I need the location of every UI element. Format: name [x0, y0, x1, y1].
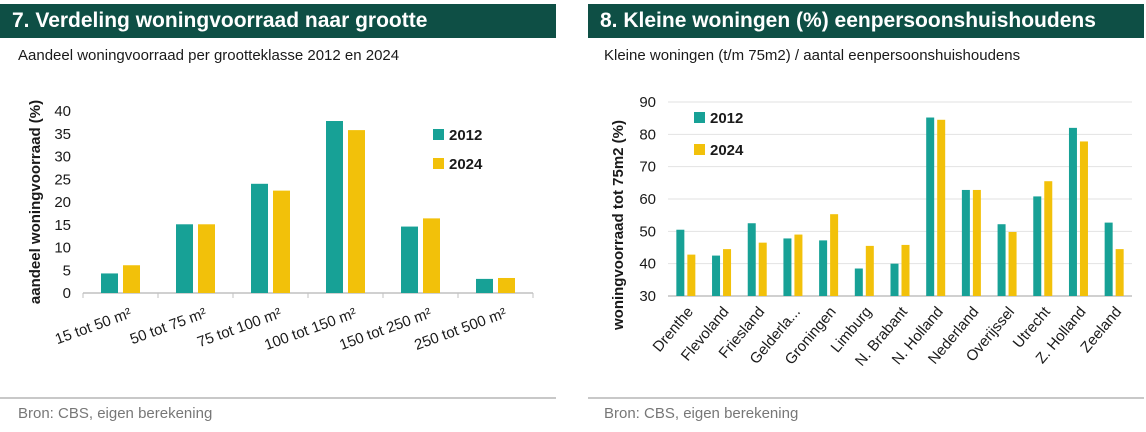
y-axis-title: woningvoorraad tot 75m2 (%) [610, 120, 627, 331]
bar-2024 [198, 224, 215, 293]
y-tick-label: 5 [63, 262, 71, 279]
bar-2012 [676, 229, 685, 296]
bar-2012 [712, 255, 721, 296]
footer-divider [0, 397, 556, 399]
bar-2012 [1033, 196, 1042, 296]
y-tick-label: 60 [639, 191, 656, 208]
bar-2024 [865, 245, 874, 296]
bar-2012 [890, 263, 899, 296]
source-note: Bron: CBS, eigen berekening [18, 405, 213, 422]
bar-2024 [937, 119, 946, 297]
legend-swatch-2012 [433, 129, 444, 140]
chart-title: 7. Verdeling woningvoorraad naar grootte [0, 4, 556, 38]
y-tick-label: 30 [54, 149, 71, 166]
y-tick-label: 15 [54, 217, 71, 234]
bar-2024 [1044, 181, 1053, 296]
bar-2024 [758, 242, 767, 296]
source-note: Bron: CBS, eigen berekening [604, 405, 799, 422]
bar-2024 [794, 234, 803, 296]
y-tick-label: 50 [639, 223, 656, 240]
y-tick-label: 90 [639, 94, 656, 111]
bar-2012 [101, 273, 118, 293]
bar-2012 [783, 238, 792, 296]
footer-divider [588, 397, 1144, 399]
bar-2012 [819, 240, 828, 296]
x-tick-label: 15 tot 50 m² [53, 305, 134, 348]
chart-panel-kleine-woningen: 8. Kleine woningen (%) eenpersoonshuisho… [588, 0, 1144, 432]
bar-2024 [273, 190, 290, 293]
y-tick-label: 35 [54, 126, 71, 143]
y-axis-title: aandeel woningvoorraad (%) [27, 100, 44, 304]
bar-2024 [1115, 249, 1124, 296]
y-tick-label: 70 [639, 159, 656, 176]
legend-swatch-2024 [433, 158, 444, 169]
bar-2012 [1104, 222, 1113, 296]
bar-2024 [723, 249, 732, 296]
y-tick-label: 80 [639, 126, 656, 143]
chart-panel-woningvoorraad: 7. Verdeling woningvoorraad naar grootte… [0, 0, 556, 432]
legend-label-2012: 2012 [449, 127, 482, 144]
y-tick-label: 40 [54, 103, 71, 120]
bar-2024 [972, 189, 981, 296]
bar-2024 [498, 277, 515, 293]
bar-2024 [348, 130, 365, 293]
bar-2012 [176, 224, 193, 293]
legend-swatch-2012 [694, 112, 705, 123]
bar-2024 [423, 218, 440, 293]
bar-2012 [476, 278, 493, 293]
legend-label-2012: 2012 [710, 110, 743, 127]
legend-label-2024: 2024 [710, 142, 744, 159]
bar-2024 [901, 244, 910, 296]
legend-label-2024: 2024 [449, 156, 483, 173]
bar-2012 [961, 189, 970, 296]
y-tick-label: 40 [639, 256, 656, 273]
y-tick-label: 0 [63, 285, 71, 302]
y-tick-label: 30 [639, 288, 656, 305]
bar-2024 [1079, 141, 1088, 296]
y-tick-label: 25 [54, 171, 71, 188]
bar-2012 [747, 223, 756, 296]
bar-2012 [926, 117, 935, 297]
bar-2024 [687, 254, 696, 296]
y-tick-label: 10 [54, 240, 71, 257]
bar-2012 [997, 224, 1006, 296]
bar-2024 [1008, 231, 1017, 296]
bar-2012 [401, 226, 418, 293]
chart-title: 8. Kleine woningen (%) eenpersoonshuisho… [588, 4, 1144, 38]
legend-swatch-2024 [694, 144, 705, 155]
chart-subtitle: Kleine woningen (t/m 75m2) / aantal eenp… [604, 47, 1021, 64]
chart-subtitle: Aandeel woningvoorraad per grootteklasse… [18, 47, 400, 64]
bar-2024 [830, 214, 839, 296]
bar-2024 [123, 265, 140, 293]
bar-2012 [326, 121, 343, 293]
bar-chart-provincies: 30405060708090DrentheFlevolandFrieslandG… [610, 94, 1132, 370]
bar-2012 [854, 268, 863, 296]
y-tick-label: 20 [54, 194, 71, 211]
bar-2012 [1068, 127, 1077, 296]
bar-2012 [251, 183, 268, 293]
